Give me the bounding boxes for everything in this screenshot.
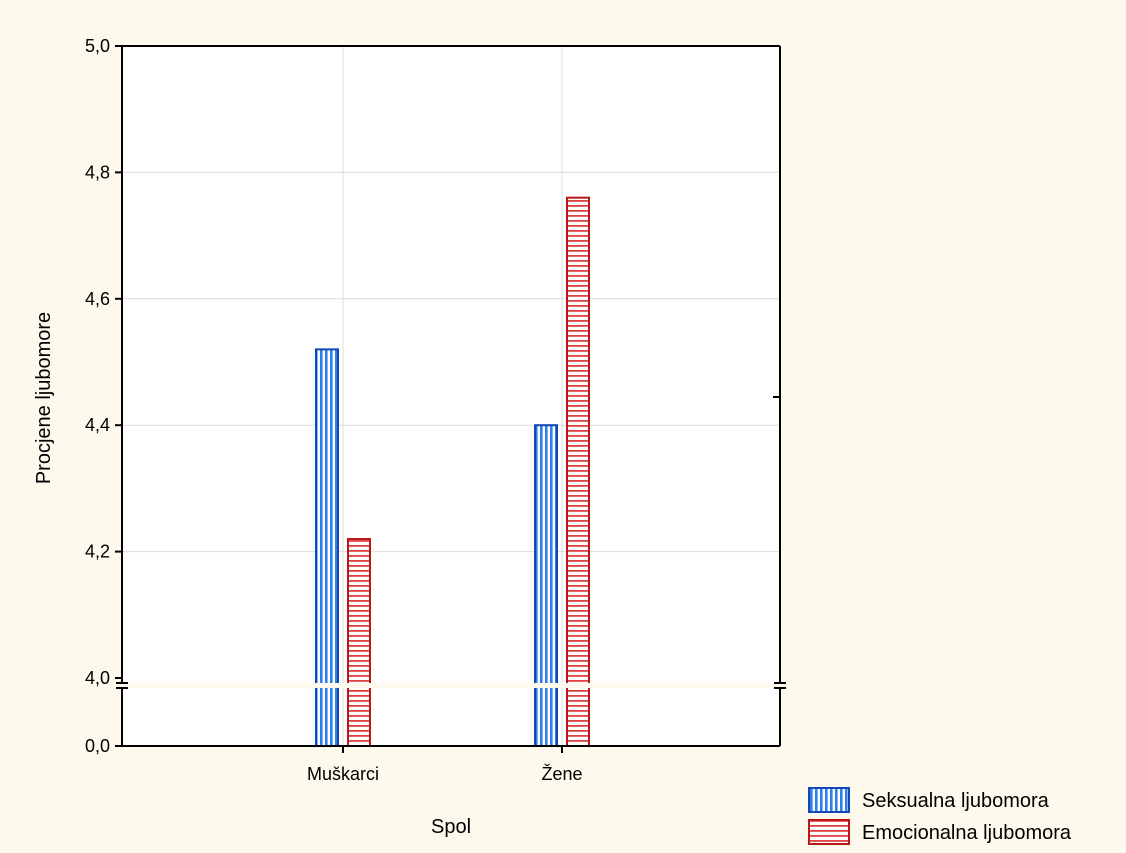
- bar-seksualna-1: [534, 424, 558, 747]
- legend-label-0: Seksualna ljubomora: [862, 790, 1050, 812]
- bars: [112, 196, 790, 748]
- y-tick-label-zero: 0,0: [85, 736, 110, 756]
- x-tick-label: Žene: [541, 764, 582, 784]
- x-tick-label: Muškarci: [307, 764, 379, 784]
- legend-swatch-1: [808, 819, 850, 845]
- legend: Seksualna ljubomora Emocionalna ljubomora: [808, 787, 1072, 845]
- axis-break-band: [112, 683, 790, 688]
- y-tick-label: 4,0: [85, 668, 110, 688]
- legend-swatch-0: [808, 787, 850, 813]
- y-tick-label: 4,8: [85, 162, 110, 182]
- y-tick-label: 5,0: [85, 36, 110, 56]
- plot-area: [122, 46, 780, 746]
- y-tick-label: 4,4: [85, 415, 110, 435]
- y-axis-title: Procjene ljubomore: [33, 312, 55, 484]
- axis-frame: [116, 45, 786, 747]
- x-tick-labels: Muškarci Žene: [307, 764, 583, 784]
- y-tick-label: 4,6: [85, 289, 110, 309]
- y-tick-labels: 4,0 4,2 4,4 4,6 4,8 5,0 0,0: [85, 36, 110, 756]
- y-tick-label: 4,2: [85, 542, 110, 562]
- bar-emocionalna-1: [566, 196, 590, 747]
- axis-ticks: [115, 45, 780, 753]
- gridlines: [122, 46, 780, 746]
- x-axis-title: Spol: [431, 816, 471, 838]
- legend-label-1: Emocionalna ljubomora: [862, 822, 1072, 844]
- bar-emocionalna-0: [347, 537, 371, 748]
